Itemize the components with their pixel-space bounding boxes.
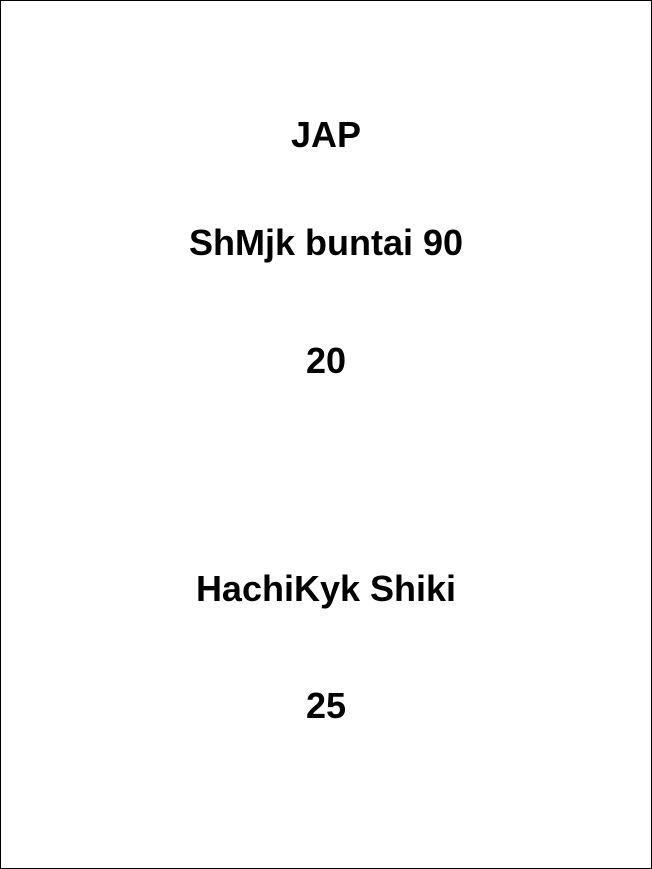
heading-label: JAP — [290, 114, 362, 155]
first-item-name: ShMjk buntai 90 — [188, 222, 464, 263]
second-item-name: HachiKyk Shiki — [195, 568, 457, 609]
first-item-value: 20 — [305, 340, 347, 381]
second-item-value: 25 — [305, 685, 347, 726]
